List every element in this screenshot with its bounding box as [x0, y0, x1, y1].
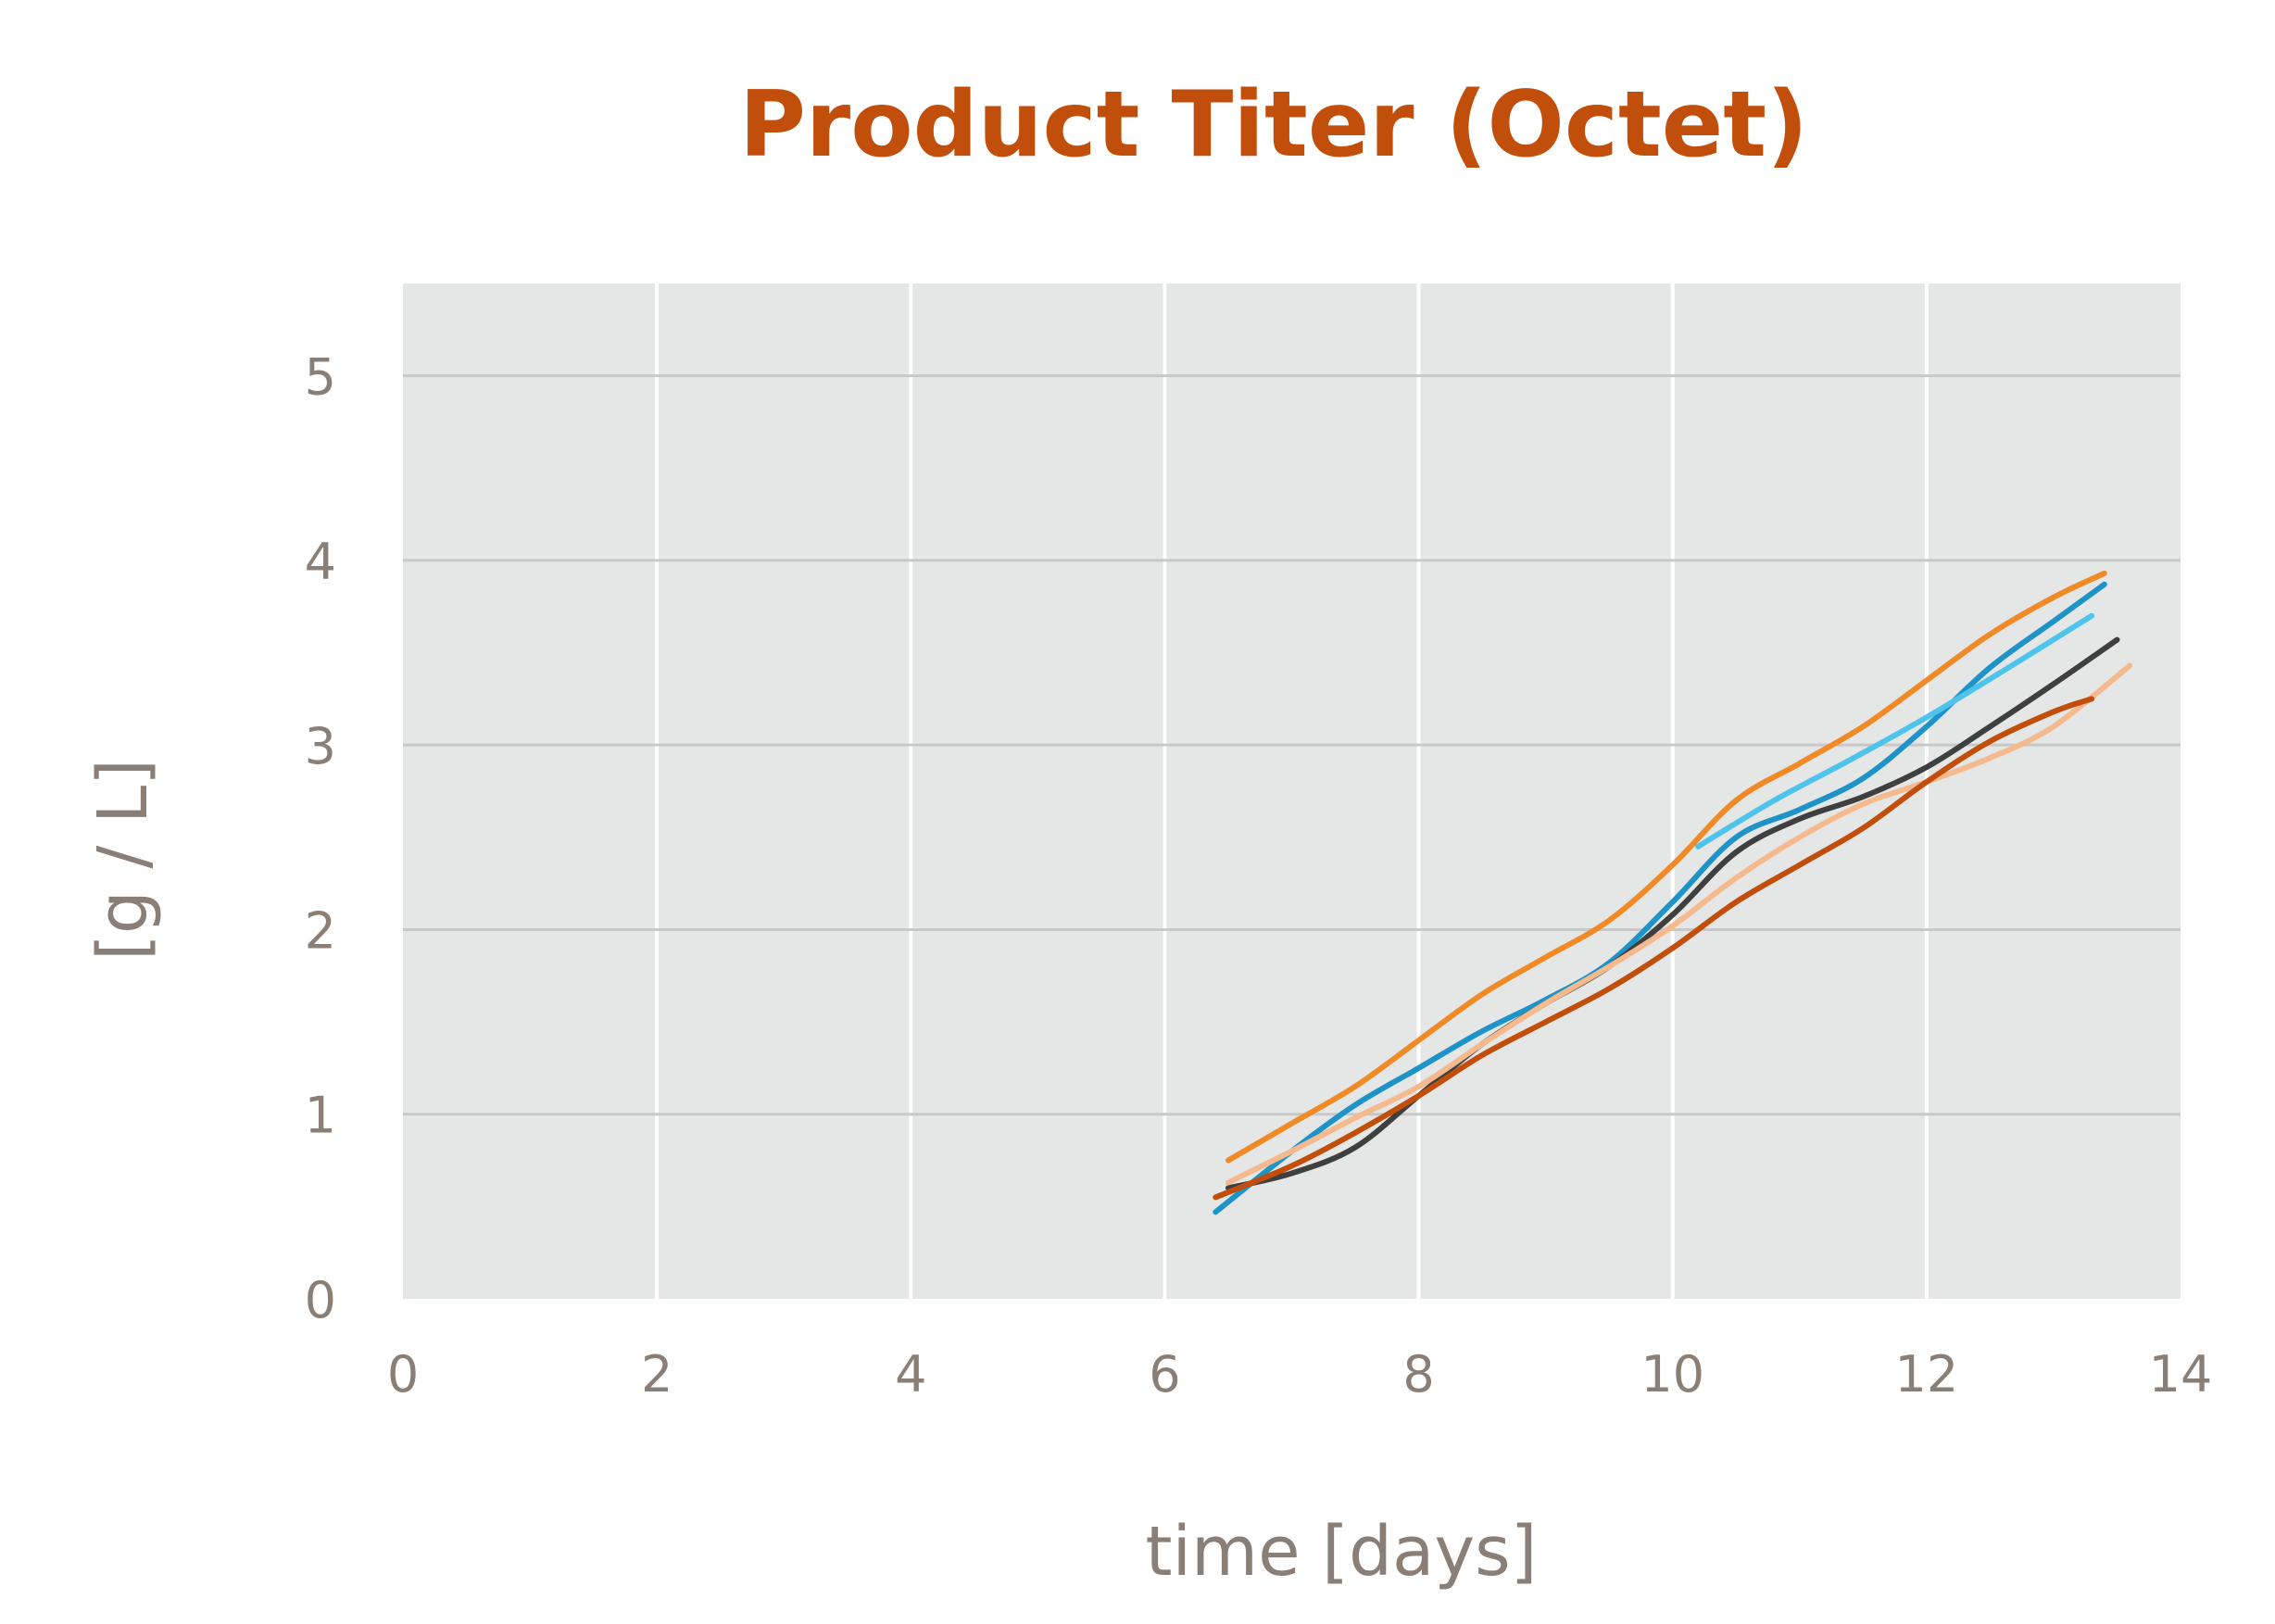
y-tick-label: 4 — [305, 533, 336, 591]
series-line-1 — [1225, 570, 2107, 1164]
series-line-6 — [1213, 696, 2095, 1201]
x-tick-label: 4 — [895, 1345, 926, 1404]
series-lines — [1213, 570, 2133, 1215]
x-axis-label: time [days] — [1145, 1512, 1537, 1592]
y-axis-label: [g / L] — [83, 759, 163, 961]
chart-title: Product Titer (Octet) — [739, 72, 1808, 178]
series-line-4 — [1225, 636, 2120, 1191]
series-line-2 — [1213, 581, 2107, 1215]
x-tick-label: 0 — [387, 1345, 419, 1404]
x-tick-label: 10 — [1640, 1345, 1704, 1404]
series-line-5 — [1225, 662, 2133, 1186]
y-tick-labels: 0 1 2 3 4 5 — [305, 348, 336, 1329]
x-tick-label: 14 — [2149, 1345, 2213, 1404]
x-tick-label: 12 — [1894, 1345, 1958, 1404]
y-tick-label: 5 — [305, 348, 336, 407]
x-tick-label: 2 — [641, 1345, 672, 1404]
x-tick-label: 6 — [1149, 1345, 1180, 1404]
y-tick-label: 0 — [305, 1271, 336, 1329]
vertical-gridlines — [655, 283, 1929, 1299]
y-tick-label: 2 — [305, 901, 336, 960]
x-tick-label: 8 — [1402, 1345, 1434, 1404]
series-line-3 — [1695, 612, 2095, 850]
y-tick-label: 1 — [305, 1087, 336, 1145]
horizontal-gridlines — [403, 374, 2181, 1116]
y-tick-label: 3 — [305, 717, 336, 775]
plot-background — [403, 283, 2181, 1299]
x-tick-labels: 0 2 4 6 8 10 12 14 — [387, 1345, 2213, 1404]
